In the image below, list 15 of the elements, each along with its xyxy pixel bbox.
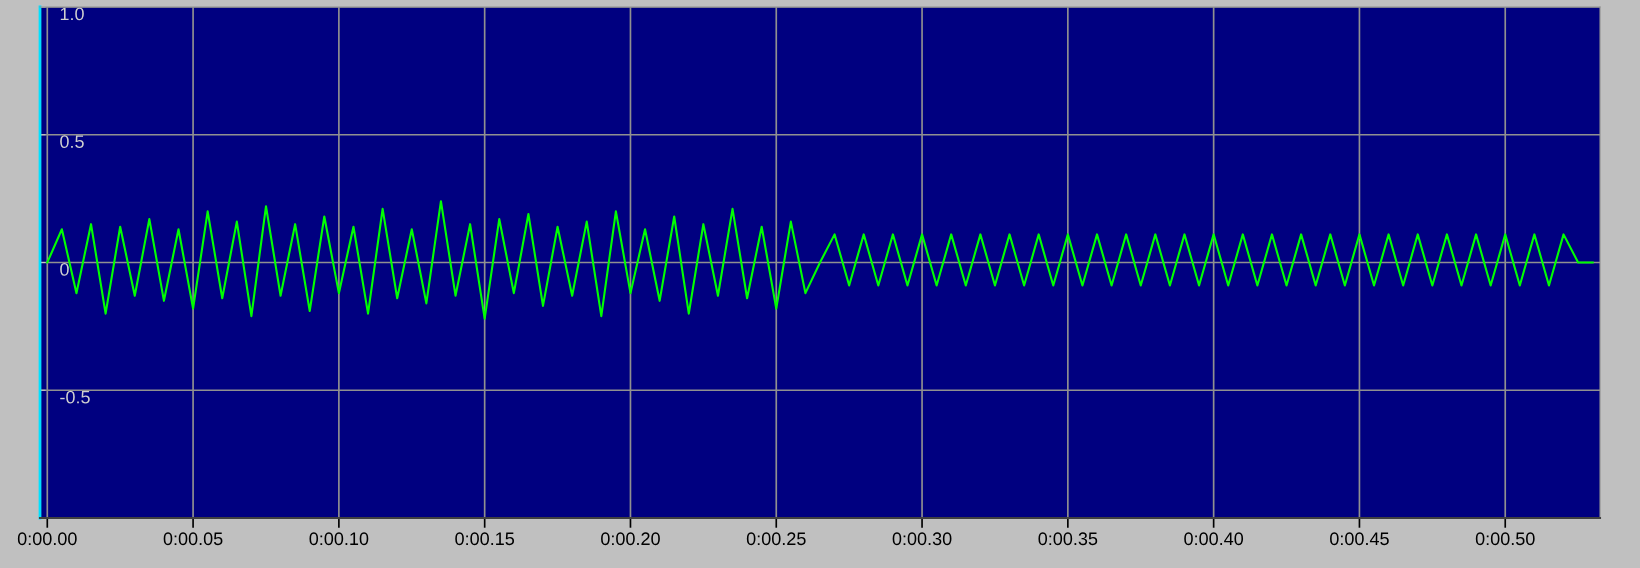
y-tick-label: 0.5 xyxy=(60,135,84,149)
y-tick-label: 1.0 xyxy=(60,7,84,21)
x-tick-label: 0:00.50 xyxy=(1475,532,1535,546)
y-tick-label: 0 xyxy=(60,262,69,276)
x-tick-label: 0:00.45 xyxy=(1330,532,1389,546)
x-tick-label: 0:00.20 xyxy=(601,532,660,546)
x-tick-label: 0:00.30 xyxy=(892,532,952,546)
x-tick-label: 0:00.40 xyxy=(1184,532,1244,546)
x-tick-label: 0:00.10 xyxy=(309,532,369,546)
x-tick-label: 0:00.05 xyxy=(163,532,223,546)
x-tick-label: 0:00.25 xyxy=(746,532,806,546)
y-tick-label: -0.5 xyxy=(60,390,90,404)
x-tick-label: 0:00.35 xyxy=(1038,532,1098,546)
x-tick-label: 0:00.15 xyxy=(455,532,515,546)
x-tick-label: 0:00.00 xyxy=(17,532,77,546)
